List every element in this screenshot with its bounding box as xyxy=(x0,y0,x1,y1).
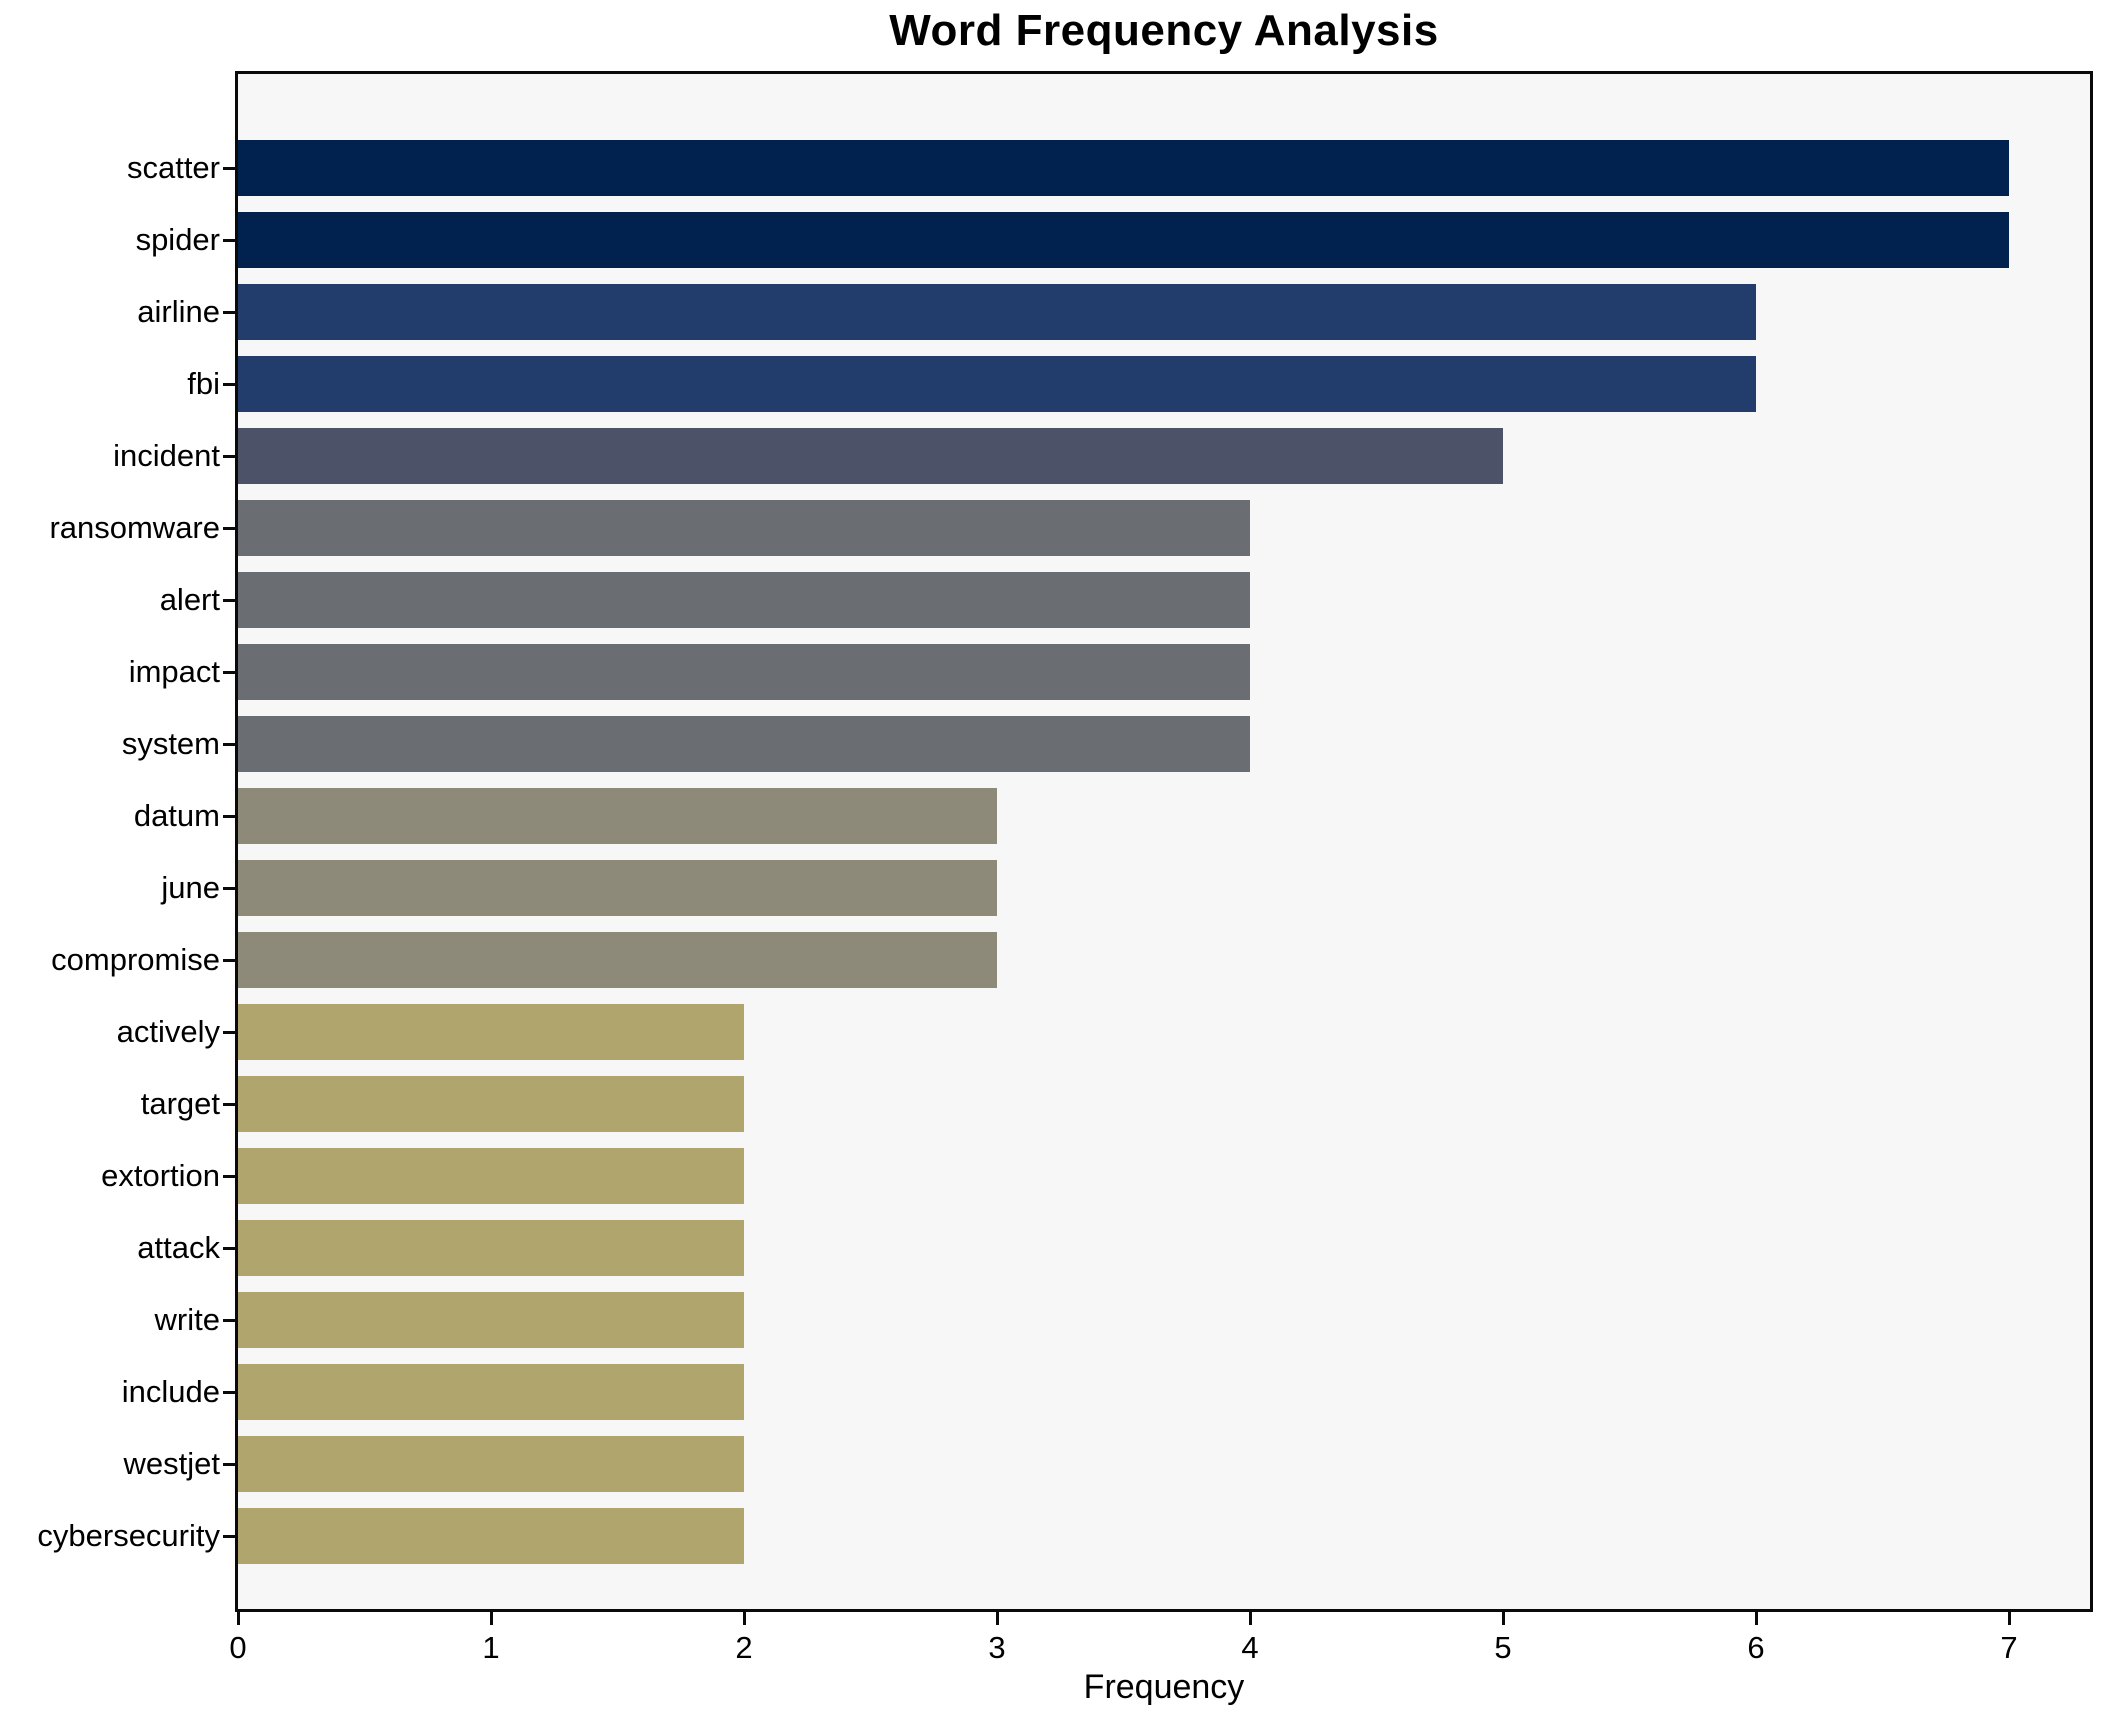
bar-actively xyxy=(238,1004,744,1060)
y-tick-mark xyxy=(223,383,235,386)
bar-system xyxy=(238,716,1251,772)
x-tick-mark xyxy=(1248,1612,1252,1625)
x-tick-label: 5 xyxy=(1494,1630,1512,1665)
x-tick-mark xyxy=(995,1612,999,1625)
y-tick-label: extortion xyxy=(101,1158,220,1193)
y-tick-label: westjet xyxy=(123,1446,220,1481)
bar-fbi xyxy=(238,356,1757,412)
x-tick-label: 1 xyxy=(482,1630,500,1665)
y-tick-label: ransomware xyxy=(49,510,220,545)
y-tick-label: system xyxy=(121,726,220,761)
x-tick-mark xyxy=(236,1612,240,1625)
bar-scatter xyxy=(238,140,2010,196)
y-tick-mark xyxy=(223,1535,235,1538)
y-tick-mark xyxy=(223,455,235,458)
bar-datum xyxy=(238,788,998,844)
y-tick-label: include xyxy=(121,1374,220,1409)
plot-area xyxy=(235,71,2093,1612)
y-tick-mark xyxy=(223,599,235,602)
y-tick-mark xyxy=(223,959,235,962)
y-tick-mark xyxy=(223,527,235,530)
bar-incident xyxy=(238,428,1504,484)
x-tick-label: 3 xyxy=(988,1630,1006,1665)
x-tick-mark xyxy=(489,1612,493,1625)
bar-alert xyxy=(238,572,1251,628)
bar-compromise xyxy=(238,932,998,988)
chart-title: Word Frequency Analysis xyxy=(889,6,1439,55)
x-tick-mark xyxy=(1501,1612,1505,1625)
x-tick-label: 6 xyxy=(1747,1630,1765,1665)
bar-ransomware xyxy=(238,500,1251,556)
bar-attack xyxy=(238,1220,744,1276)
y-tick-mark xyxy=(223,239,235,242)
y-tick-label: impact xyxy=(128,654,220,689)
y-tick-label: datum xyxy=(133,798,220,833)
y-tick-mark xyxy=(223,1247,235,1250)
y-tick-mark xyxy=(223,311,235,314)
x-axis-title: Frequency xyxy=(1083,1668,1245,1706)
y-tick-mark xyxy=(223,167,235,170)
y-tick-mark xyxy=(223,887,235,890)
bar-june xyxy=(238,860,998,916)
y-tick-mark xyxy=(223,1463,235,1466)
bar-impact xyxy=(238,644,1251,700)
bar-target xyxy=(238,1076,744,1132)
y-tick-mark xyxy=(223,671,235,674)
y-tick-label: write xyxy=(154,1302,220,1337)
y-tick-label: compromise xyxy=(51,942,220,977)
y-tick-label: incident xyxy=(113,438,220,473)
y-tick-label: target xyxy=(140,1086,220,1121)
y-tick-label: june xyxy=(161,870,220,905)
x-tick-mark xyxy=(742,1612,746,1625)
y-tick-mark xyxy=(223,1031,235,1034)
x-tick-label: 0 xyxy=(229,1630,247,1665)
bar-spider xyxy=(238,212,2010,268)
y-tick-label: cybersecurity xyxy=(37,1518,220,1553)
y-tick-label: actively xyxy=(116,1014,220,1049)
y-tick-label: alert xyxy=(159,582,220,617)
y-tick-label: spider xyxy=(135,222,220,257)
y-tick-label: airline xyxy=(137,294,220,329)
y-tick-label: scatter xyxy=(126,150,220,185)
bar-cybersecurity xyxy=(238,1508,744,1564)
x-tick-mark xyxy=(2007,1612,2011,1625)
bar-include xyxy=(238,1364,744,1420)
bar-write xyxy=(238,1292,744,1348)
y-tick-mark xyxy=(223,1103,235,1106)
bar-extortion xyxy=(238,1148,744,1204)
x-tick-label: 4 xyxy=(1241,1630,1259,1665)
y-tick-mark xyxy=(223,815,235,818)
x-tick-mark xyxy=(1754,1612,1758,1625)
bar-airline xyxy=(238,284,1757,340)
y-tick-mark xyxy=(223,1391,235,1394)
bar-westjet xyxy=(238,1436,744,1492)
y-tick-mark xyxy=(223,743,235,746)
y-tick-label: fbi xyxy=(187,366,220,401)
y-tick-mark xyxy=(223,1175,235,1178)
y-tick-mark xyxy=(223,1319,235,1322)
x-tick-label: 7 xyxy=(2000,1630,2018,1665)
y-tick-label: attack xyxy=(137,1230,220,1265)
x-tick-label: 2 xyxy=(735,1630,753,1665)
